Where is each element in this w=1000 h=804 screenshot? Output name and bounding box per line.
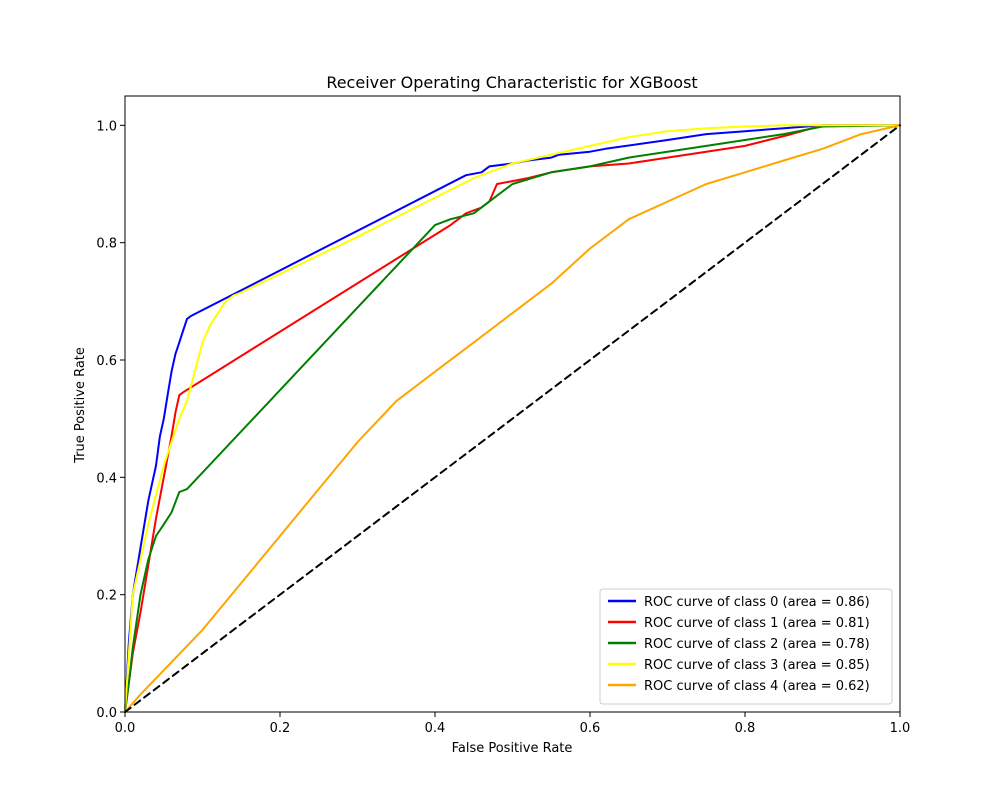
x-tick-label: 0.0 [115,721,136,736]
chart-title: Receiver Operating Characteristic for XG… [326,73,697,92]
y-tick-label: 1.0 [96,119,117,134]
x-tick-label: 0.8 [735,721,756,736]
x-tick-label: 0.4 [425,721,446,736]
y-tick-label: 0.2 [96,589,117,604]
legend-label: ROC curve of class 1 (area = 0.81) [644,616,870,631]
legend-label: ROC curve of class 4 (area = 0.62) [644,679,870,694]
legend-label: ROC curve of class 2 (area = 0.78) [644,637,870,652]
chance-diagonal-line [124,124,901,713]
y-tick-label: 0.4 [96,471,117,486]
plot-area [124,95,901,713]
y-tick-label: 0.0 [96,706,117,721]
roc-curve-class-0 [124,124,901,713]
legend-box [599,588,893,705]
roc-curve-class-4 [124,124,901,713]
legend: ROC curve of class 0 (area = 0.86) ROC cu… [599,588,893,705]
y-tick-label: 0.8 [96,237,117,252]
x-axis-label: False Positive Rate [452,741,573,756]
x-tick-label: 1.0 [890,721,911,736]
x-tick-label: 0.6 [580,721,601,736]
roc-curve-class-2 [124,124,901,713]
y-axis-label: True Positive Rate [73,347,88,464]
legend-label: ROC curve of class 3 (area = 0.85) [644,658,870,673]
y-tick-label: 0.6 [96,354,117,369]
axes-frame [124,95,901,713]
x-tick-label: 0.2 [270,721,291,736]
axis-ticks: 0.0 0.2 0.4 0.6 0.8 1.0 0.0 0.2 0.4 0.6 0.8 1.0 [96,119,910,736]
roc-curve-class-3 [124,124,901,713]
legend-label: ROC curve of class 0 (area = 0.86) [644,595,870,610]
